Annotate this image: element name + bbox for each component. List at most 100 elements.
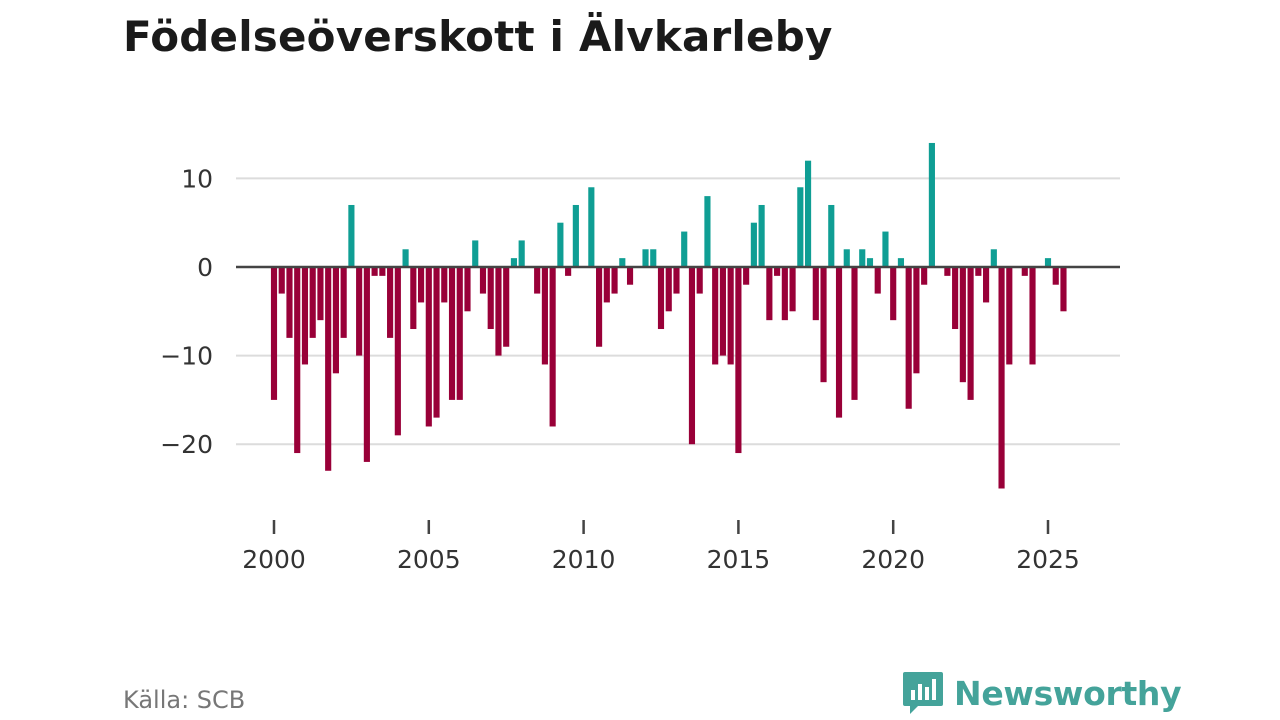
bar: [340, 267, 347, 338]
bar: [286, 267, 293, 338]
bar: [410, 267, 417, 330]
bar: [727, 267, 734, 365]
bar: [572, 204, 579, 267]
bar: [657, 267, 665, 330]
source-label: Källa: SCB: [123, 686, 246, 714]
bar: [866, 258, 874, 267]
bar: [301, 267, 309, 365]
bar: [611, 267, 618, 294]
bar: [743, 267, 750, 285]
bar: [812, 267, 819, 321]
bar: [642, 249, 649, 267]
bar: [781, 267, 788, 321]
y-tick-label: −10: [160, 342, 213, 371]
bar: [1044, 258, 1052, 267]
bar: [433, 267, 440, 418]
bar: [975, 267, 982, 276]
bar: [789, 267, 796, 312]
bar: [402, 249, 409, 267]
bar: [921, 267, 928, 285]
bar: [325, 267, 332, 471]
bar: [928, 142, 935, 267]
bar: [317, 267, 324, 321]
bar: [774, 267, 781, 276]
bar: [278, 267, 285, 294]
bar: [425, 267, 432, 427]
bar: [541, 267, 548, 365]
bar: [735, 267, 742, 454]
bar: [394, 267, 401, 436]
bar: [905, 267, 912, 409]
bar: [472, 240, 479, 267]
bar: [379, 267, 386, 276]
bar: [503, 267, 510, 347]
bar: [1021, 267, 1028, 276]
bar: [750, 222, 757, 267]
bar: [804, 160, 812, 267]
x-axis-ticks: 2000 2005 2010 2015 2020 2025: [242, 520, 1080, 574]
bar: [712, 267, 719, 365]
bar: [464, 267, 471, 312]
bar: [828, 204, 835, 267]
bar: [448, 267, 456, 400]
bar: [983, 267, 990, 303]
bar: [619, 258, 626, 267]
bar: [487, 267, 494, 330]
bar: [851, 267, 858, 400]
y-axis-ticks: 10 0 −10 −20: [160, 164, 213, 459]
bar: [549, 267, 556, 427]
bars: [270, 142, 1067, 489]
bar: [688, 267, 696, 445]
bar: [596, 267, 603, 347]
bar: [309, 267, 316, 338]
bar: [897, 258, 905, 267]
bar: [820, 267, 827, 383]
x-tick-label: 2015: [707, 545, 771, 574]
bar: [1060, 267, 1067, 312]
bar: [332, 267, 339, 374]
bar: [859, 249, 866, 267]
x-tick-label: 2010: [552, 545, 616, 574]
bar: [441, 267, 448, 303]
brand-logo[interactable]: Newsworthy: [902, 670, 1182, 716]
bar: [363, 267, 370, 462]
bar: [270, 267, 278, 400]
bar: [944, 267, 951, 276]
bar: [959, 267, 966, 383]
x-tick-label: 2000: [242, 545, 306, 574]
newsworthy-logo-icon: [903, 672, 943, 714]
bar: [588, 187, 595, 267]
chart-title: Födelseöverskott i Älvkarleby: [123, 12, 833, 61]
bar: [843, 249, 850, 267]
bar: [882, 231, 889, 267]
bar: [356, 267, 363, 356]
bar: [665, 267, 672, 312]
y-tick-label: −20: [160, 430, 213, 459]
bar: [990, 249, 997, 267]
x-tick-label: 2005: [397, 545, 461, 574]
bar: [456, 267, 463, 400]
bar: [952, 267, 959, 330]
bar: [719, 267, 726, 356]
bar: [603, 267, 610, 303]
bar: [1052, 267, 1059, 285]
bar: [510, 258, 518, 267]
bar: [673, 267, 680, 294]
bar: [371, 267, 378, 276]
bar: [835, 267, 843, 418]
bar: [294, 267, 301, 454]
bar: [797, 187, 804, 267]
bar: [626, 267, 634, 285]
bar: [495, 267, 502, 356]
x-tick-label: 2020: [861, 545, 925, 574]
y-tick-label: 0: [197, 253, 213, 282]
bar: [696, 267, 703, 294]
brand-name: Newsworthy: [954, 673, 1182, 713]
bar: [998, 267, 1005, 489]
bar: [1006, 267, 1013, 365]
bar: [534, 267, 541, 294]
bar: [479, 267, 487, 294]
bar: [766, 267, 773, 321]
bar: [704, 196, 711, 267]
y-tick-label: 10: [181, 164, 213, 193]
